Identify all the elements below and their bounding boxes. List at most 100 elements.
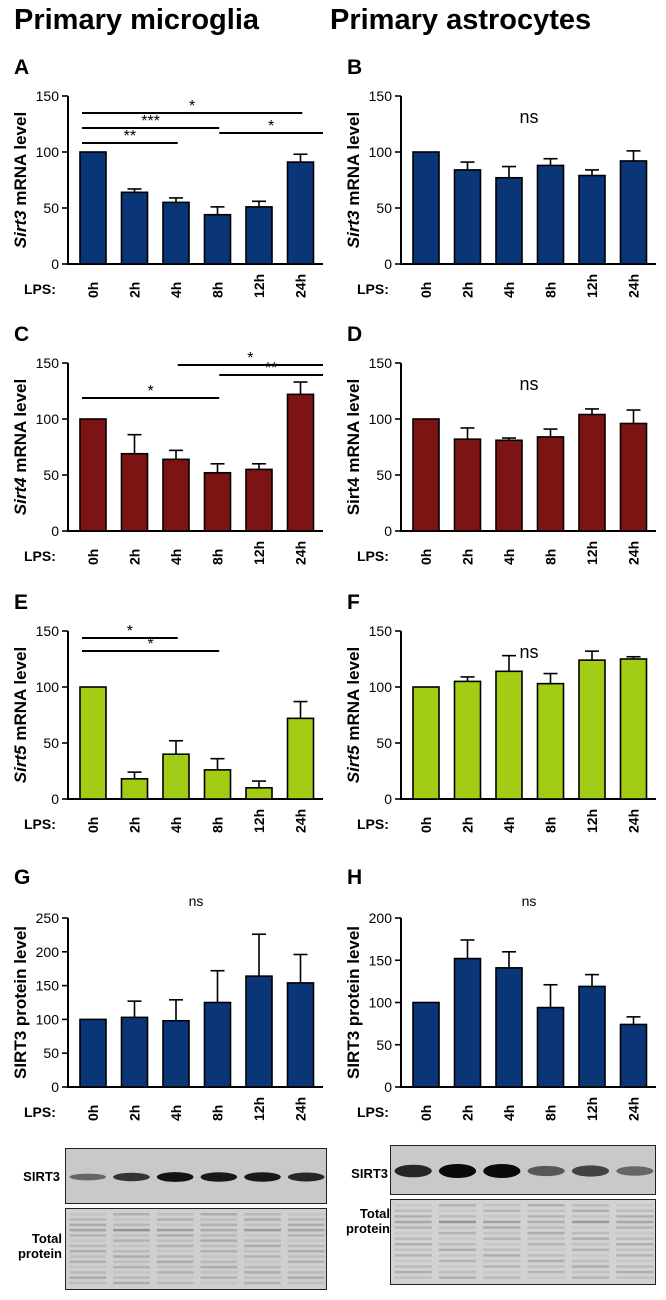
x-tick-label: 8h: [210, 817, 226, 833]
x-tick-label: 8h: [210, 1105, 226, 1121]
panel-letter: E: [14, 591, 28, 614]
protein-band: [571, 1259, 610, 1263]
x-tick-label: 24h: [626, 1097, 642, 1121]
lps-label: LPS:: [357, 816, 389, 832]
protein-band: [527, 1226, 565, 1229]
chart-panel-g: G 0 50 100 150 200 250 SIRT3 protein level 0h 2h 4…: [11, 866, 323, 1121]
protein-band: [527, 1237, 565, 1240]
protein-band: [527, 1265, 565, 1268]
protein-band: [287, 1239, 325, 1242]
x-tick-label: 12h: [251, 809, 267, 833]
y-tick-label: 100: [36, 144, 60, 160]
y-axis-label: SIRT3 protein level: [11, 926, 30, 1079]
bar-24h: [286, 717, 315, 800]
protein-band: [69, 1244, 107, 1248]
protein-band: [438, 1259, 477, 1263]
protein-band: [394, 1204, 432, 1207]
protein-band: [287, 1223, 325, 1227]
ns-label: ns: [519, 642, 538, 662]
protein-band: [394, 1265, 432, 1268]
y-tick-label: 0: [51, 1079, 59, 1095]
panel-letter: A: [14, 56, 29, 79]
protein-band: [113, 1228, 150, 1232]
protein-band: [527, 1243, 565, 1246]
bar-4h: [162, 753, 190, 800]
y-tick-label: 0: [384, 1079, 392, 1095]
x-tick-label: 2h: [127, 1105, 143, 1121]
y-tick-label: 150: [36, 623, 60, 639]
protein-band: [244, 1255, 281, 1258]
chart-panel-h: H 0 50 100 150 200 SIRT3 protein level 0h 2h 4h 8h…: [344, 866, 656, 1121]
y-tick-label: 0: [384, 256, 392, 272]
y-tick-label: 150: [369, 355, 393, 371]
header-primary-microglia: Primary microglia: [14, 4, 259, 36]
chart-panel-e: E 0 50 100 150 Sirt5 mRNA level 0h 2h 4h 8h 12h 24h…: [11, 591, 323, 833]
protein-band: [483, 1243, 521, 1246]
x-tick-label: 0h: [85, 549, 101, 565]
protein-band: [571, 1209, 610, 1213]
x-tick-label: 2h: [127, 282, 143, 298]
protein-band: [69, 1218, 107, 1221]
y-tick-label: 100: [369, 679, 393, 695]
y-axis-label-rest: mRNA level: [344, 647, 363, 746]
ns-label: ns: [189, 893, 204, 909]
protein-band: [616, 1276, 654, 1279]
protein-band: [571, 1226, 610, 1229]
header-primary-astrocytes: Primary astrocytes: [330, 4, 592, 36]
bar-24h: [286, 393, 315, 532]
protein-band: [571, 1237, 610, 1240]
x-tick-label: 4h: [501, 549, 517, 565]
y-axis-label: Sirt4 mRNA level: [11, 379, 30, 515]
x-tick-label: 12h: [251, 1097, 267, 1121]
lps-label: LPS:: [24, 816, 56, 832]
bar-24h: [619, 160, 648, 265]
y-tick-label: 200: [36, 944, 60, 960]
protein-band: [113, 1250, 150, 1253]
protein-band: [616, 1204, 654, 1207]
bar-2h: [120, 1016, 149, 1088]
protein-band: [616, 1226, 654, 1229]
x-tick-label: 12h: [584, 274, 600, 298]
y-tick-label: 0: [51, 523, 59, 539]
y-tick-label: 0: [384, 523, 392, 539]
bar-0h: [412, 151, 440, 265]
protein-band: [156, 1213, 194, 1216]
left-sirt3-blot-image: [65, 1148, 327, 1204]
protein-band: [483, 1231, 521, 1235]
bar-12h: [578, 659, 606, 800]
x-tick-label: 0h: [85, 1105, 101, 1121]
protein-band: [483, 1204, 521, 1207]
x-tick-label: 0h: [85, 282, 101, 298]
protein-band: [287, 1260, 325, 1264]
protein-band: [571, 1254, 610, 1257]
bar-0h: [79, 151, 107, 265]
panel-letter: B: [347, 56, 362, 79]
protein-band: [287, 1281, 325, 1285]
chart-panel-f: F 0 50 100 150 Sirt5 mRNA level 0h 2h 4h 8h 12h 24h…: [344, 591, 656, 833]
bar-8h: [203, 1001, 232, 1088]
x-tick-label: 8h: [543, 549, 559, 565]
y-axis-label-rest: mRNA level: [11, 647, 30, 746]
x-tick-label: 2h: [460, 282, 476, 298]
protein-band: [200, 1228, 238, 1232]
bar-0h: [79, 1018, 107, 1088]
protein-band: [483, 1265, 521, 1268]
y-tick-label: 200: [369, 910, 393, 926]
total-protein-lanes: [69, 1213, 325, 1285]
x-tick-label: 24h: [293, 274, 309, 298]
protein-band: [571, 1270, 610, 1274]
bar-2h: [453, 680, 482, 800]
protein-band: [244, 1239, 281, 1242]
protein-band: [69, 1265, 107, 1269]
significance-stars: *: [268, 118, 274, 135]
protein-band: [156, 1271, 194, 1274]
protein-band: [438, 1270, 477, 1274]
blot-band: [527, 1165, 565, 1177]
protein-band: [438, 1237, 477, 1240]
protein-band: [394, 1209, 432, 1213]
protein-band: [200, 1265, 238, 1269]
protein-band: [113, 1255, 150, 1258]
protein-band: [483, 1226, 521, 1229]
protein-band: [438, 1209, 477, 1213]
bar-12h: [245, 206, 273, 265]
